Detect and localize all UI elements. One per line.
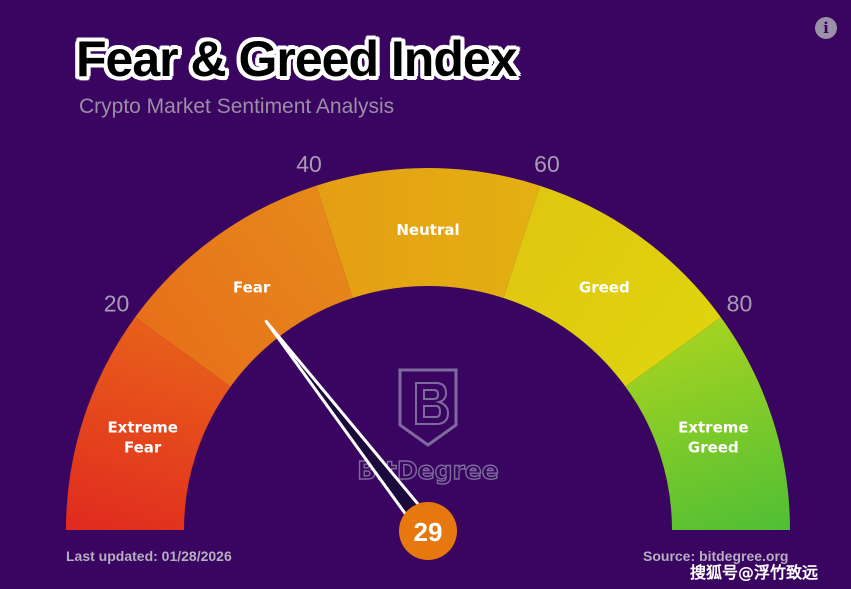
- gauge-segment-fear: [135, 185, 353, 387]
- info-icon[interactable]: i: [815, 17, 837, 39]
- segment-label-extreme-fear: Extreme Fear: [107, 418, 177, 456]
- logo-shield-icon: [398, 368, 458, 447]
- logo-b-icon: [415, 382, 450, 425]
- tick-label-80: 80: [727, 291, 753, 317]
- gauge-segment-extreme-fear: [66, 317, 231, 530]
- source-link[interactable]: Source: bitdegree.org: [643, 548, 789, 564]
- tick-label-40: 40: [296, 151, 322, 177]
- gauge-segment-neutral: [316, 168, 540, 298]
- page-subtitle: Crypto Market Sentiment Analysis: [79, 95, 395, 118]
- segment-label-neutral: Neutral: [396, 221, 459, 239]
- gauge-segment-greed: [503, 185, 721, 387]
- tick-label-60: 60: [534, 151, 560, 177]
- gauge-value-hub: [399, 502, 457, 560]
- gauge-segment-extreme-greed: [625, 317, 790, 530]
- tick-label-20: 20: [104, 291, 130, 317]
- segment-label-extreme-greed: Extreme Greed: [678, 418, 748, 456]
- segment-label-greed: Greed: [579, 278, 630, 296]
- watermark: 搜狐号@浮竹致远: [690, 563, 819, 582]
- last-updated: Last updated: 01/28/2026: [66, 548, 232, 564]
- gauge-segments: [66, 168, 790, 530]
- segment-label-fear: Fear: [233, 278, 271, 296]
- gauge-needle: [264, 319, 440, 541]
- gauge-value: 29: [414, 517, 443, 547]
- page-title: Fear & Greed Index: [76, 31, 517, 87]
- gauge-tick-labels: 20 40 60 80: [104, 151, 753, 317]
- gauge-segment-labels: Extreme Fear Fear Neutral Greed Extreme Greed: [107, 221, 748, 456]
